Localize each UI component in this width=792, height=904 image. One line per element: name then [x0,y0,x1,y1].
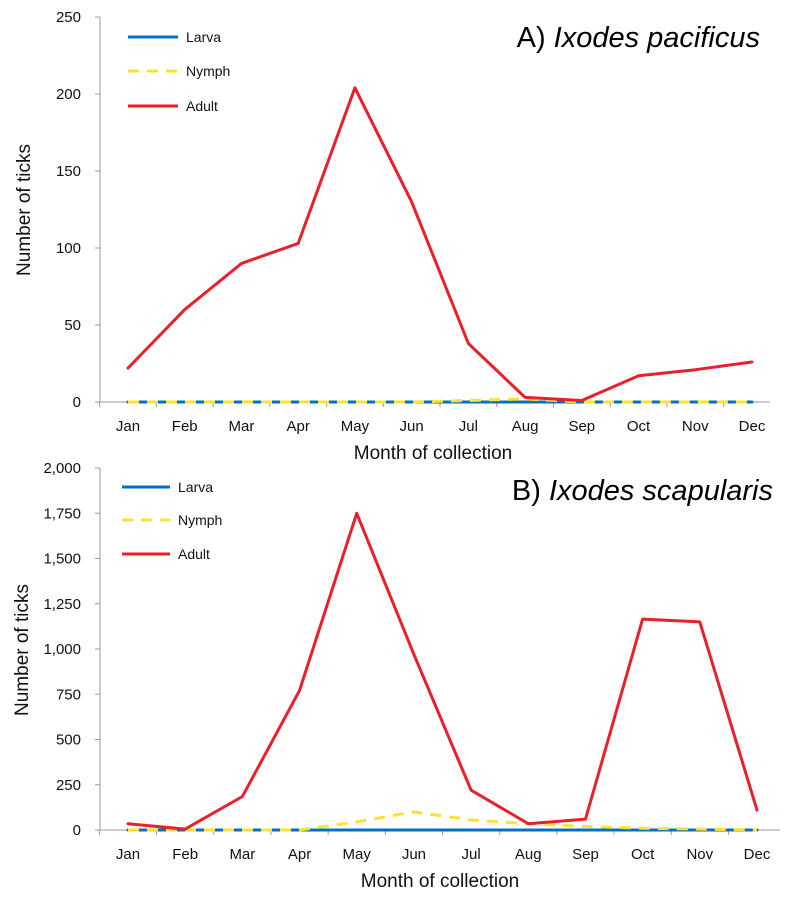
panel-b-x-tick-label: Jan [116,846,140,863]
panel-a-legend-label-larva: Larva [186,29,221,45]
panel-b-x-tick-label: Apr [288,846,311,863]
panel-a-y-tick-label: 100 [56,240,81,257]
panel-b-y-tick-label: 1,750 [43,505,81,522]
panel-b-xlabel: Month of collection [361,871,519,892]
panel-b-x-tick-label: Nov [686,846,713,863]
panel-b-y-tick-label: 1,000 [43,641,81,658]
panel-b-legend-label-adult: Adult [178,546,210,562]
panel-b-y-tick-label: 2,000 [43,460,81,477]
panel-b-x-tick-label: Aug [515,846,542,863]
panel-b-ylabel: Number of ticks [12,584,33,716]
panel-b: B) Ixodes scapularis Larva Nymph Adult 0 25… [12,460,780,892]
panel-a-legend: Larva Nymph Adult [128,29,230,114]
panel-b-title: B) Ixodes scapularis [512,475,773,507]
panel-b-y-tick-label: 750 [56,686,81,703]
panel-b-y-tick-label: 250 [56,777,81,794]
panel-b-x-tick-label: May [343,846,372,863]
panel-b-series-nymph [128,810,758,832]
panel-b-x-tick-label: Jun [402,846,426,863]
panel-a-x-tick-label: Nov [682,418,709,435]
panel-b-x-tick-label: Dec [744,846,771,863]
panel-a-series-adult [126,86,754,402]
panel-a-xlabel: Month of collection [354,443,512,464]
panel-b-y-tick-label: 500 [56,732,81,749]
panel-a-x-tick-label: Dec [739,418,766,435]
panel-a-x-tick-label: Feb [172,418,198,435]
panel-b-series-adult [126,511,759,831]
panel-b-y-tick-label: 1,250 [43,596,81,613]
panel-a-x-tick-label: Apr [287,418,310,435]
panel-a-x-tick-label: May [341,418,370,435]
panel-a-legend-label-adult: Adult [186,98,218,114]
panel-b-x-tick-label: Jul [461,846,480,863]
panel-b-x-tick-label: Sep [572,846,599,863]
panel-b-legend-label-nymph: Nymph [178,512,222,528]
panel-b-x-tick-label: Feb [172,846,198,863]
panel-a: A) Ixodes pacificus Larva Nymph Adult 0 50 1… [14,9,770,464]
panel-a-x-tick-label: Jul [459,418,478,435]
panel-a-x-tick-label: Jan [116,418,140,435]
panel-b-x-tick-label: Mar [229,846,255,863]
panel-a-x-tick-label: Sep [568,418,595,435]
panel-a-title: A) Ixodes pacificus [517,22,760,54]
panel-b-x-tick-label: Oct [631,846,655,863]
panel-a-ylabel: Number of ticks [14,144,35,276]
panel-a-y-tick-label: 200 [56,86,81,103]
panel-a-y-tick-label: 0 [73,394,81,411]
panel-a-x-tick-label: Aug [512,418,539,435]
panel-a-x-tick-label: Mar [229,418,255,435]
panel-a-legend-label-nymph: Nymph [186,63,230,79]
panel-b-plot: 0 250 500 750 1,000 1,250 1,500 1,750 2,000 Jan Fe… [43,460,780,863]
panel-a-y-tick-label: 50 [64,317,81,334]
panel-b-y-tick-label: 0 [73,822,81,839]
panel-a-x-tick-label: Jun [400,418,424,435]
panel-a-y-tick-label: 150 [56,163,81,180]
panel-a-series-nymph [128,397,752,404]
panel-a-plot: 0 50 100 150 200 250 Jan Feb Mar Apr May Jun Jul Aug S… [56,9,770,435]
panel-a-y-tick-label: 250 [56,9,81,26]
panel-b-legend-label-larva: Larva [178,479,213,495]
panel-b-y-tick-label: 1,500 [43,551,81,568]
panel-b-legend: Larva Nymph Adult [122,479,222,562]
panel-a-x-tick-label: Oct [627,418,651,435]
